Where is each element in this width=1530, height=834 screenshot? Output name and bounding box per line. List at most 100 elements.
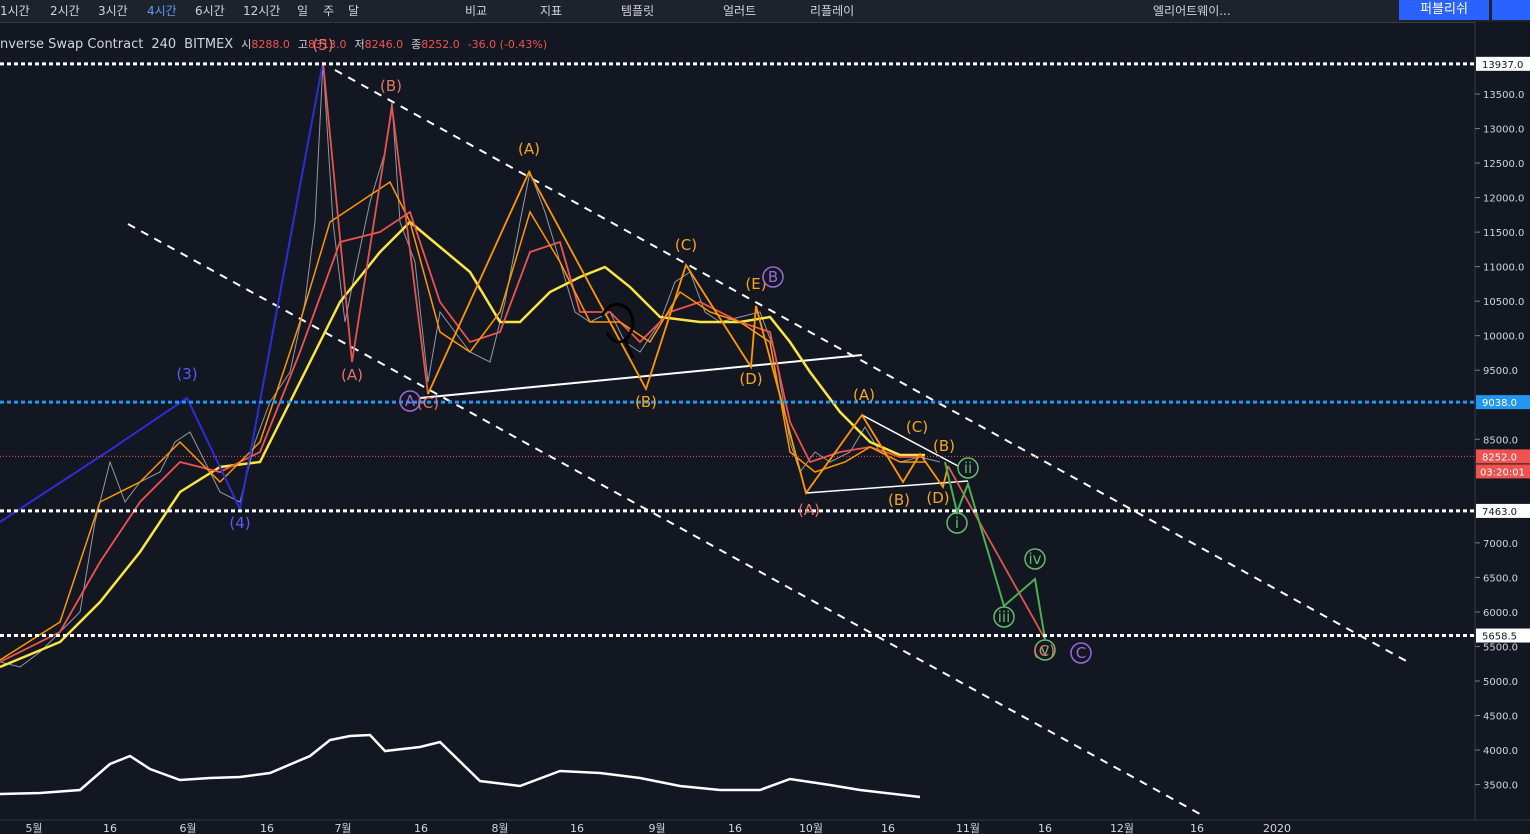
legend-close-label: 종: [411, 38, 422, 51]
price-tick-label: 11000.0: [1483, 263, 1524, 274]
time-tick-label: 16: [1038, 822, 1052, 834]
price-tick-label: 10000.0: [1483, 332, 1524, 343]
legend-high: 8313.0: [307, 38, 347, 51]
legend-high-label: 고: [297, 38, 308, 51]
time-tick-label: 16: [1190, 822, 1204, 834]
toolbar-button[interactable]: 지표: [540, 4, 563, 18]
time-tick-label: 16: [570, 822, 584, 834]
wave-label: i: [955, 514, 959, 532]
wave-label: (C): [417, 394, 439, 412]
time-tick-label: 16: [103, 822, 117, 834]
wave-label: (C): [1033, 642, 1055, 660]
price-tick-label: 13000.0: [1483, 125, 1524, 136]
price-tick-label: 12500.0: [1483, 159, 1524, 170]
time-tick-label: 16: [881, 822, 895, 834]
price-level-box: [1476, 56, 1530, 71]
interval-button[interactable]: 4시간: [147, 4, 177, 18]
price-tick-label: 9500.0: [1483, 366, 1518, 377]
countdown: 03:20:01: [1480, 467, 1525, 478]
wave-circle: [762, 266, 784, 288]
wave-label: iv: [1028, 550, 1041, 568]
interval-button[interactable]: 달: [348, 4, 360, 18]
wave-circle: [1024, 548, 1046, 570]
time-tick-label: 12월: [1110, 822, 1134, 834]
price-level-label: 5658.5: [1482, 632, 1517, 643]
trend-line: [861, 414, 959, 467]
price-level-box: [1476, 503, 1530, 518]
interval-button[interactable]: 2시간: [50, 4, 80, 18]
price-tick-label: 6000.0: [1483, 608, 1518, 619]
interval-button[interactable]: 일: [297, 4, 309, 18]
interval-button[interactable]: 12시간: [243, 4, 281, 18]
toolbar-button[interactable]: 리플레이: [810, 4, 855, 18]
price-level-box: [1476, 628, 1530, 643]
wave-label: (4): [229, 514, 250, 532]
legend-low: 8246.0: [364, 38, 404, 51]
interval-button[interactable]: 6시간: [195, 4, 225, 18]
wave-label: (B): [933, 437, 955, 455]
wave-line: [0, 61, 324, 523]
legend-change: -36.0 (-0.43%): [467, 38, 548, 51]
wave-label: (D): [739, 370, 762, 388]
price-tick-label: 11500.0: [1483, 228, 1524, 239]
wave-label: (C): [675, 236, 697, 254]
interval-button[interactable]: 1시간: [0, 4, 30, 18]
volume-ma: [0, 733, 921, 799]
price-tick-label: 10500.0: [1483, 297, 1524, 308]
legend-interval: 240: [151, 37, 177, 52]
toolbar-button[interactable]: 얼러트: [723, 4, 757, 18]
wave-label: iii: [998, 608, 1011, 626]
price-level-box: [1476, 395, 1530, 410]
time-tick-label: 5월: [25, 822, 42, 834]
price-level-label: 8252.0: [1482, 452, 1517, 463]
legend-symbol: nverse Swap Contract: [0, 37, 144, 52]
legend-close: 8252.0: [421, 38, 460, 51]
toolbar-button[interactable]: 템플릿: [621, 4, 655, 18]
price-tick-label: 13500.0: [1483, 90, 1524, 101]
play-button[interactable]: [1492, 0, 1530, 20]
price-level-label: 9038.0: [1482, 398, 1517, 409]
wave-label: (D): [926, 489, 949, 507]
interval-button[interactable]: 주: [323, 4, 335, 18]
wave-label: (5): [312, 36, 333, 54]
price-tick-label: 5500.0: [1483, 642, 1518, 653]
wave-line: [944, 461, 1046, 640]
time-tick-label: 6월: [179, 822, 196, 834]
time-tick-label: 8월: [491, 822, 508, 834]
moving-average: [0, 220, 925, 669]
time-tick-label: 16: [260, 822, 274, 834]
price-level-box: [1476, 449, 1530, 464]
channel-line: [334, 69, 1409, 663]
layout-name[interactable]: 엘리어트웨이...: [1153, 4, 1231, 18]
toolbar-button[interactable]: 비교: [465, 4, 488, 18]
hand-drawing: [600, 302, 635, 359]
price-level-label: 7463.0: [1482, 507, 1517, 518]
time-tick-label: 11월: [956, 822, 980, 834]
wave-label: (3): [176, 365, 197, 383]
interval-button[interactable]: 3시간: [98, 4, 128, 18]
price-tick-label: 4000.0: [1483, 746, 1518, 757]
trend-line: [419, 354, 863, 399]
time-tick-label: 16: [414, 822, 428, 834]
wave-circle: [946, 512, 968, 534]
wave-line: [322, 61, 429, 395]
toolbar: 1시간 2시간 3시간 4시간 6시간 12시간 일 주 달 비교 지표 템플릿 얼러트 리플레이 엘리어트…: [0, 0, 1530, 23]
wave-label: (E): [745, 275, 766, 293]
wave-label: (C): [906, 418, 928, 436]
wave-circle: [1034, 639, 1056, 661]
legend-open: 8288.0: [251, 38, 290, 51]
wave-label: (B): [888, 491, 910, 509]
chart: 13500.0 13000.0 12500.0 12000.0 11500.0 11000…: [0, 22, 1530, 834]
wave-label: ii: [964, 459, 972, 477]
wave-label: (A): [798, 501, 820, 519]
legend-open-label: 시: [241, 38, 252, 51]
time-tick-label: 16: [728, 822, 742, 834]
publish-button[interactable]: 퍼블리쉬: [1399, 0, 1489, 20]
moving-average: [0, 210, 925, 663]
price-tick-label: 5000.0: [1483, 677, 1518, 688]
price-tick-label: 8500.0: [1483, 435, 1518, 446]
wave-label: (A): [853, 386, 875, 404]
wave-label: (B): [635, 393, 657, 411]
